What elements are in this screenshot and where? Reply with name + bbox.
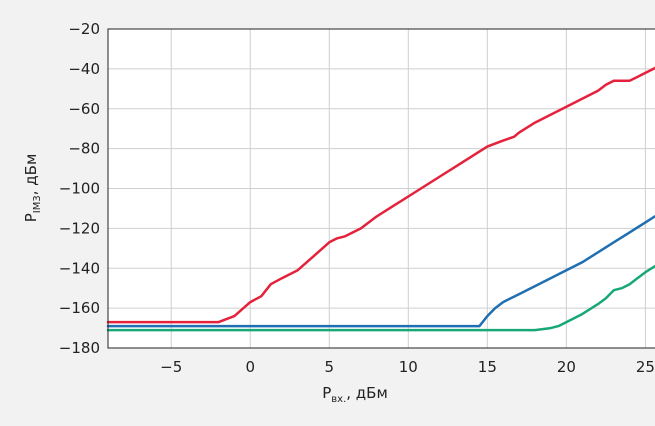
y-axis-label: PIM3, дБм — [22, 154, 43, 223]
series-line-3 — [106, 264, 655, 332]
y-tick-label: −100 — [59, 180, 100, 198]
y-tick-label: −60 — [68, 100, 100, 118]
series-group — [106, 66, 655, 332]
y-tick-labels: −20 −40 −60 −80 −100 −120 −140 −160 −180 — [59, 20, 100, 357]
y-tick-label: −180 — [59, 339, 100, 357]
y-tick-label: −40 — [68, 60, 100, 78]
x-tick-label: −5 — [160, 358, 182, 376]
x-tick-labels: −5 0 5 10 15 20 25 — [160, 358, 655, 376]
y-tick-label: −20 — [68, 20, 100, 38]
y-tick-label: −80 — [68, 140, 100, 158]
y-tick-label: −140 — [59, 259, 100, 277]
series-line-1 — [106, 66, 655, 324]
x-tick-label: 10 — [399, 358, 418, 376]
x-tick-label: 20 — [557, 358, 576, 376]
x-tick-label: 15 — [478, 358, 497, 376]
y-tick-label: −160 — [59, 299, 100, 317]
x-axis-label: Pвх., дБм — [322, 384, 388, 405]
y-tick-label: −120 — [59, 219, 100, 237]
series-line-2 — [106, 214, 655, 328]
x-tick-label: 25 — [636, 358, 655, 376]
x-tick-label: 0 — [245, 358, 255, 376]
plot-frame — [107, 28, 655, 349]
x-tick-label: 5 — [325, 358, 335, 376]
